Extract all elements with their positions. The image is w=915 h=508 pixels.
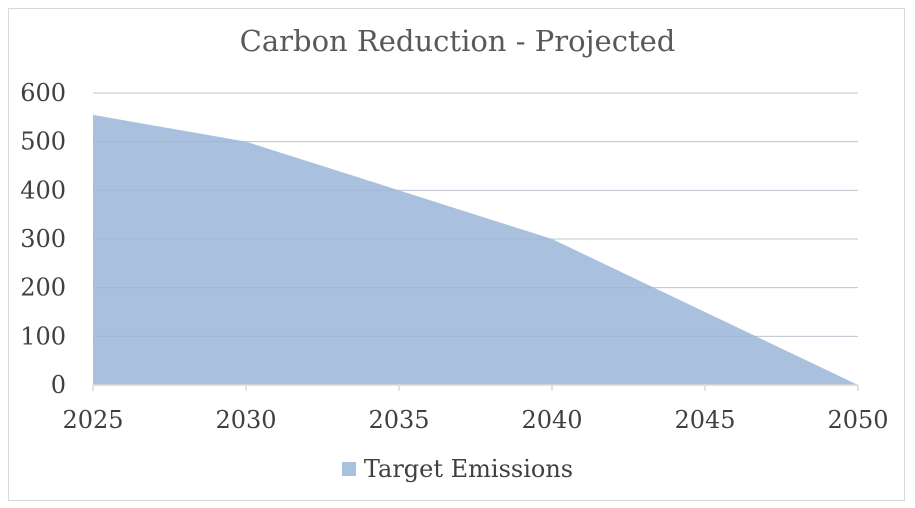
- y-tick-label-400: 400: [20, 176, 66, 204]
- y-tick-label-300: 300: [20, 225, 66, 253]
- chart-title: Carbon Reduction - Projected: [239, 24, 676, 58]
- y-tick-label-500: 500: [20, 128, 66, 156]
- area-series-target-emissions: [93, 114, 858, 386]
- y-tick-label-100: 100: [20, 322, 66, 350]
- legend-label: Target Emissions: [363, 455, 574, 483]
- x-tick-label-2035: 2035: [368, 406, 429, 434]
- x-tick-label-2040: 2040: [521, 406, 582, 434]
- y-tick-label-0: 0: [51, 371, 66, 399]
- chart-legend: Target Emissions: [0, 455, 915, 483]
- legend-swatch: [341, 462, 356, 476]
- x-tick-label-2050: 2050: [827, 406, 888, 434]
- x-tick-label-2045: 2045: [674, 406, 735, 434]
- y-tick-label-200: 200: [20, 274, 66, 302]
- y-tick-label-600: 600: [20, 79, 66, 107]
- x-tick-label-2025: 2025: [62, 406, 123, 434]
- x-tick-label-2030: 2030: [215, 406, 276, 434]
